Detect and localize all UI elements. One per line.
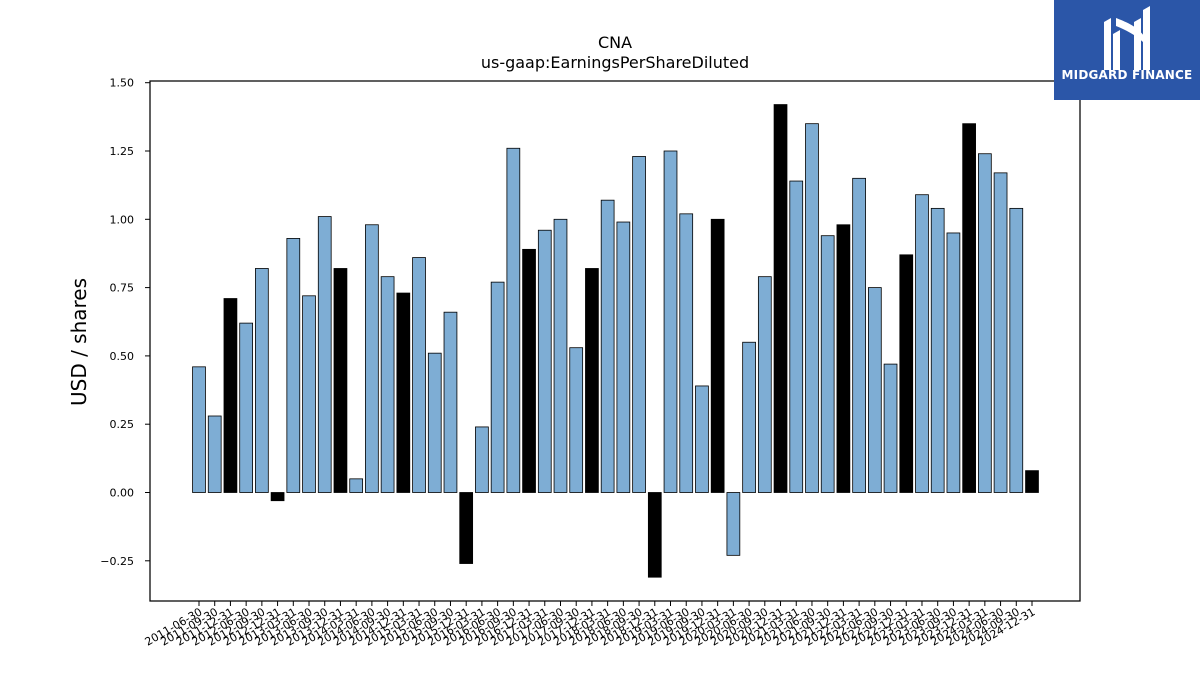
bar-2017-06-30 (553, 218, 568, 493)
bar-2018-03-31 (600, 199, 615, 493)
chart-title: CNA (598, 33, 632, 52)
bar-2019-09-30 (695, 385, 709, 493)
bar-2017-03-31 (537, 229, 552, 493)
bar-2011-12-31 (223, 298, 238, 493)
y-tick-label: 1.50 (110, 77, 135, 90)
bar-2016-09-30 (506, 147, 521, 493)
bar-2011-06-30 (192, 366, 206, 493)
y-tick-label: 1.00 (110, 213, 135, 226)
logo-mark-icon (1104, 6, 1150, 70)
y-tick-label: 1.25 (110, 145, 135, 158)
y-tick-label: 0.00 (110, 487, 135, 500)
bar-2019-03-31 (663, 150, 678, 493)
bar-2013-12-31 (333, 268, 348, 493)
bar-2014-06-30 (365, 224, 379, 493)
bar-2021-09-30 (820, 235, 835, 493)
bar-2015-12-31 (459, 492, 474, 564)
bar-2013-06-30 (302, 295, 316, 493)
bar-2024-12-31 (1025, 470, 1039, 493)
chart-subtitle: us-gaap:EarningsPerShareDiluted (481, 53, 749, 72)
bar-2015-09-30 (443, 311, 458, 493)
bar-2020-12-31 (773, 104, 788, 493)
y-tick-label: −0.25 (100, 555, 134, 568)
bar-2023-06-30 (930, 207, 945, 493)
bar-2015-06-30 (427, 352, 442, 493)
y-axis-label: USD / shares (67, 278, 91, 406)
bar-2012-12-31 (270, 492, 285, 502)
y-ticks: 1.50 1.25 1.00 0.75 0.50 0.25 0.00 −0.25 (100, 77, 150, 568)
bar-2021-03-31 (789, 180, 804, 493)
bar-2011-09-30 (207, 415, 222, 493)
bar-2012-09-30 (255, 268, 269, 493)
bar-2021-06-30 (805, 123, 819, 493)
x-ticks: 2011-06-302011-09-302011-12-312012-06-30… (143, 601, 1038, 649)
bar-2016-12-31 (522, 248, 536, 493)
bar-2013-03-31 (286, 238, 301, 493)
y-tick-label: 0.50 (110, 350, 135, 363)
bar-2016-03-31 (475, 426, 489, 493)
bar-2023-03-31 (915, 194, 929, 493)
bar-2022-09-30 (883, 363, 898, 493)
bar-2017-09-30 (569, 347, 584, 493)
bar-2014-03-31 (349, 478, 364, 493)
bar-2014-09-30 (380, 276, 395, 493)
bar-2024-06-30 (993, 172, 1008, 493)
bar-2013-09-30 (317, 216, 332, 493)
bar-2021-12-31 (836, 224, 851, 493)
bar-2019-06-30 (679, 213, 694, 493)
bar-2024-09-30 (1009, 207, 1024, 493)
y-tick-label: 0.75 (110, 282, 135, 295)
bar-2024-03-31 (978, 153, 992, 493)
bar-2014-12-31 (396, 292, 411, 493)
bar-2023-09-30 (946, 232, 961, 493)
bar-2018-06-30 (616, 221, 631, 493)
bar-2022-03-31 (852, 177, 866, 493)
bars-group (192, 104, 1039, 578)
y-tick-label: 0.25 (110, 418, 135, 431)
bar-2023-12-31 (962, 123, 976, 493)
bar-2022-06-30 (867, 287, 882, 493)
bar-2016-06-30 (490, 281, 505, 493)
bar-2018-12-31 (647, 492, 662, 578)
bar-2018-09-30 (632, 156, 646, 493)
plot-frame (149, 80, 1081, 602)
midgard-finance-logo: MIDGARD FINANCE (1054, 0, 1200, 100)
bar-2015-03-31 (412, 257, 426, 493)
bar-2012-06-30 (239, 322, 254, 493)
bar-2022-12-31 (899, 254, 914, 493)
bar-2020-06-30 (742, 341, 756, 493)
logo-text: MIDGARD FINANCE (1061, 68, 1193, 82)
bar-2020-09-30 (757, 276, 772, 493)
bar-2017-12-31 (585, 268, 599, 493)
bar-2020-03-31 (726, 492, 741, 556)
bar-2019-12-31 (710, 218, 725, 493)
